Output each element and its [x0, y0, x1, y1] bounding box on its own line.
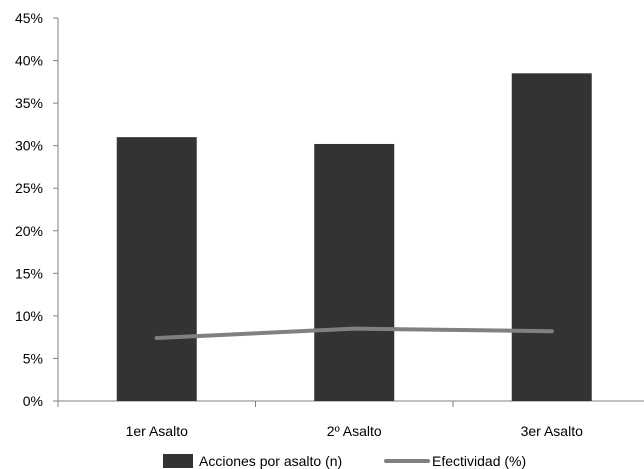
bar — [314, 143, 395, 401]
y-tick-label: 10% — [15, 308, 43, 324]
line-point — [154, 336, 159, 341]
bar-series — [116, 73, 592, 402]
x-tick-label: 3er Asalto — [521, 423, 583, 439]
y-axis: 0% 5% 10% 15% 20% 25% 30% 35% 40% 45% — [15, 10, 59, 409]
line-point — [549, 329, 554, 334]
x-tick-label: 2º Asalto — [327, 423, 382, 439]
y-tick-label: 15% — [15, 265, 43, 281]
y-tick-label: 25% — [15, 180, 43, 196]
y-tick-label: 0% — [23, 393, 43, 409]
y-tick-label: 40% — [15, 53, 43, 69]
y-tick-label: 30% — [15, 138, 43, 154]
line-point — [352, 326, 357, 331]
y-tick-label: 35% — [15, 95, 43, 111]
y-tick-label: 45% — [15, 10, 43, 26]
y-tick-label: 5% — [23, 350, 43, 366]
bar — [116, 137, 197, 401]
legend: Acciones por asalto (n) Efectividad (%) — [163, 453, 526, 469]
line-series — [154, 326, 554, 341]
legend-label-line: Efectividad (%) — [432, 453, 526, 469]
bar — [511, 73, 592, 402]
legend-label-bar: Acciones por asalto (n) — [199, 453, 342, 469]
y-tick-label: 20% — [15, 223, 43, 239]
legend-swatch-bar — [163, 454, 193, 468]
x-tick-label: 1er Asalto — [126, 423, 188, 439]
x-axis: 1er Asalto 2º Asalto 3er Asalto — [57, 400, 644, 439]
